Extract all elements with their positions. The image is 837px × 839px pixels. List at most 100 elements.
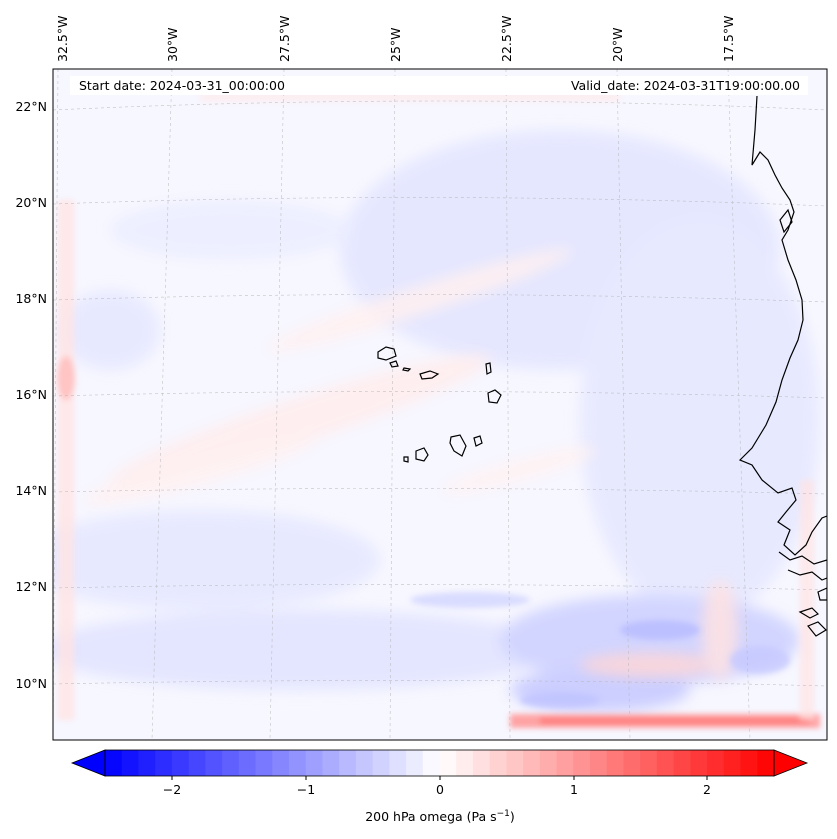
omega-neg-cell	[620, 620, 700, 640]
colorbar-cell	[439, 750, 457, 776]
colorbar-tick-label: 2	[703, 782, 711, 797]
colorbar-tick-label: 0	[436, 782, 444, 797]
african-islands	[807, 621, 827, 637]
lat-gridline	[53, 680, 827, 687]
omega-neg-area	[60, 290, 160, 370]
lon-label: 25°W	[388, 27, 403, 62]
cape-verde-island	[402, 367, 412, 372]
omega-neg-area	[53, 510, 380, 610]
african-islands	[787, 569, 827, 581]
colorbar-cell	[272, 750, 290, 776]
lat-gridline	[53, 197, 827, 207]
map-frame	[52, 68, 828, 741]
colorbar-cell	[105, 750, 123, 776]
colorbar-cell	[222, 750, 240, 776]
colorbar-ticks	[171, 776, 708, 780]
lon-label: 17.5°W	[721, 16, 736, 62]
africa-coastline	[738, 95, 827, 556]
colorbar-cell	[188, 750, 206, 776]
colorbar-cell	[573, 750, 591, 776]
omega-neg-area	[53, 610, 560, 690]
colorbar-cell	[723, 750, 741, 776]
colorbar-cell	[740, 750, 758, 776]
colorbar-extend-min	[70, 749, 106, 777]
colorbar-tick-label: −2	[163, 782, 181, 797]
colorbar-title: 200 hPa omega (Pa s−1)	[365, 809, 515, 824]
lat-label: 10°N	[15, 676, 47, 691]
colorbar-cell	[556, 750, 574, 776]
colorbar-cells	[105, 750, 775, 776]
lat-label: 18°N	[15, 291, 47, 306]
african-islands	[817, 587, 827, 601]
cape-verde-island	[403, 456, 409, 463]
map-panel: Start date: 2024-03-31_00:00:00 Valid_da…	[52, 68, 828, 741]
start-date-label: Start date: 2024-03-31_00:00:00	[79, 78, 285, 93]
lon-gridline	[389, 69, 396, 740]
colorbar: −2 −1 0 1 2 200 hPa omega (Pa s−1)	[70, 749, 809, 824]
cape-verde-island	[415, 447, 429, 462]
lat-gridline	[53, 294, 827, 303]
lon-gridline	[53, 69, 59, 740]
colorbar-cell	[138, 750, 156, 776]
lat-label: 16°N	[15, 387, 47, 402]
colorbar-cell	[673, 750, 691, 776]
omega-pos-area	[580, 653, 720, 677]
colorbar-cell	[690, 750, 708, 776]
colorbar-cell	[623, 750, 641, 776]
cape-verde-island	[449, 434, 467, 457]
lon-label: 32.5°W	[55, 16, 70, 62]
colorbar-cell	[590, 750, 608, 776]
african-islands	[778, 551, 827, 565]
lat-gridline	[53, 100, 827, 111]
omega-west-band	[58, 200, 74, 720]
cape-verde-island	[377, 346, 397, 361]
colorbar-cell	[255, 750, 273, 776]
colorbar-cell	[422, 750, 440, 776]
colorbar-cell	[121, 750, 139, 776]
omega-neg-cell	[520, 692, 600, 708]
colorbar-cell	[372, 750, 390, 776]
lat-label: 20°N	[15, 195, 47, 210]
cape-verde-island	[389, 360, 399, 368]
colorbar-cell	[406, 750, 424, 776]
colorbar-cell	[640, 750, 658, 776]
african-islands	[798, 607, 820, 619]
african-islands	[779, 208, 793, 234]
lat-gridline	[53, 488, 827, 495]
colorbar-cell	[489, 750, 507, 776]
lat-label: 22°N	[15, 99, 47, 114]
omega-neg-area	[110, 200, 350, 260]
lat-gridline	[53, 584, 827, 591]
valid-date-label: Valid_date: 2024-03-31T19:00:00.00	[571, 78, 800, 93]
omega-east-band	[800, 480, 814, 720]
colorbar-title-end: )	[510, 809, 515, 824]
omega-neg-cell	[410, 592, 530, 608]
omega-pos-area	[109, 354, 491, 486]
omega-pos-area	[84, 436, 316, 504]
lon-label: 20°W	[610, 27, 625, 62]
colorbar-cell	[339, 750, 357, 776]
colorbar-cell	[355, 750, 374, 776]
colorbar-title-sup: −1	[497, 809, 510, 819]
lon-gridline	[151, 69, 173, 740]
colorbar-tick-label: −1	[297, 782, 315, 797]
omega-neg-cell	[730, 646, 790, 674]
colorbar-cell	[322, 750, 340, 776]
lat-label: 14°N	[15, 483, 47, 498]
colorbar-cell	[523, 750, 541, 776]
colorbar-cell	[506, 750, 524, 776]
lon-gridline	[727, 69, 751, 740]
omega-neg-area	[580, 220, 820, 620]
lon-gridline	[616, 69, 631, 740]
colorbar-cell	[238, 750, 256, 776]
lat-label: 12°N	[15, 579, 47, 594]
omega-pos-area	[267, 248, 573, 352]
colorbar-cell	[205, 750, 223, 776]
lon-gridline	[269, 69, 285, 740]
omega-west-peak	[57, 356, 75, 400]
colorbar-tick-label: 1	[570, 782, 578, 797]
colorbar-cell	[707, 750, 725, 776]
lon-label: 30°W	[165, 27, 180, 62]
colorbar-cell	[171, 750, 190, 776]
